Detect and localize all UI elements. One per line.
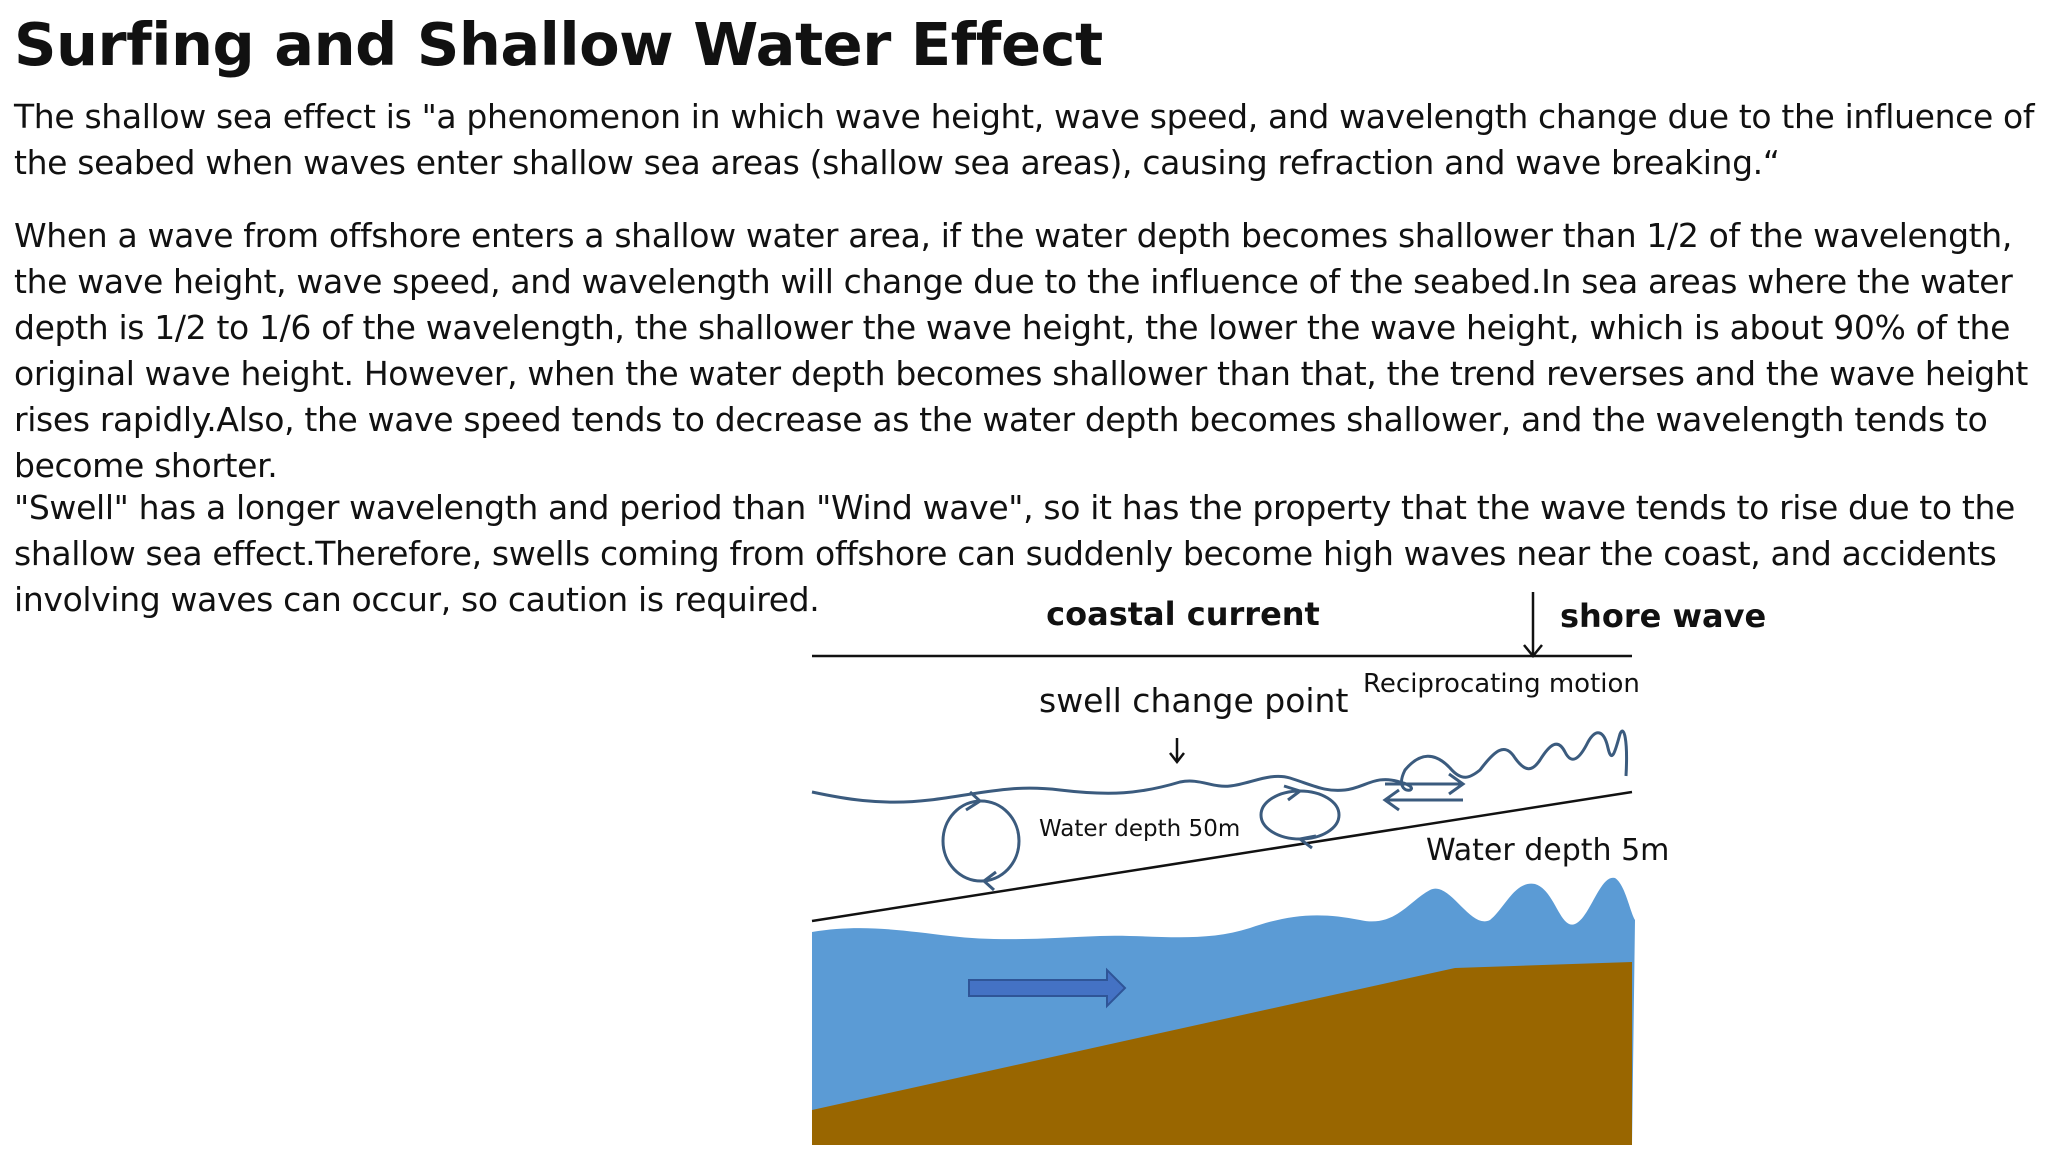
- water-depth-50m-label: Water depth 50m: [1039, 816, 1240, 842]
- swell-paragraph: "Swell" has a longer wavelength and peri…: [14, 488, 2015, 619]
- flow-arrow: [968, 967, 1127, 1009]
- seabed: [812, 962, 1632, 1145]
- page-title: Surfing and Shallow Water Effect: [14, 10, 1103, 79]
- water-depth-5m-label: Water depth 5m: [1426, 833, 1669, 868]
- shallow-orbit-circle-icon: [1259, 784, 1341, 850]
- seabed-slope-line: [811, 790, 1633, 923]
- deep-orbit-circle-icon: [941, 790, 1021, 892]
- shore-wave-label: shore wave: [1560, 597, 1766, 635]
- reciprocating-motion-label: Reciprocating motion: [1363, 669, 1640, 699]
- wave-surface-line: [811, 729, 1628, 804]
- coastal-current-label: coastal current: [1046, 595, 1320, 633]
- swell-change-arrow-icon: [1169, 738, 1185, 765]
- reciprocating-arrows-icon: [1382, 772, 1466, 812]
- explanation-paragraph: When a wave from offshore enters a shall…: [14, 216, 2029, 485]
- intro-paragraph: The shallow sea effect is "a phenomenon …: [14, 97, 2035, 182]
- boundary-arrow-icon: [1523, 592, 1543, 658]
- swell-change-point-label: swell change point: [1039, 681, 1348, 720]
